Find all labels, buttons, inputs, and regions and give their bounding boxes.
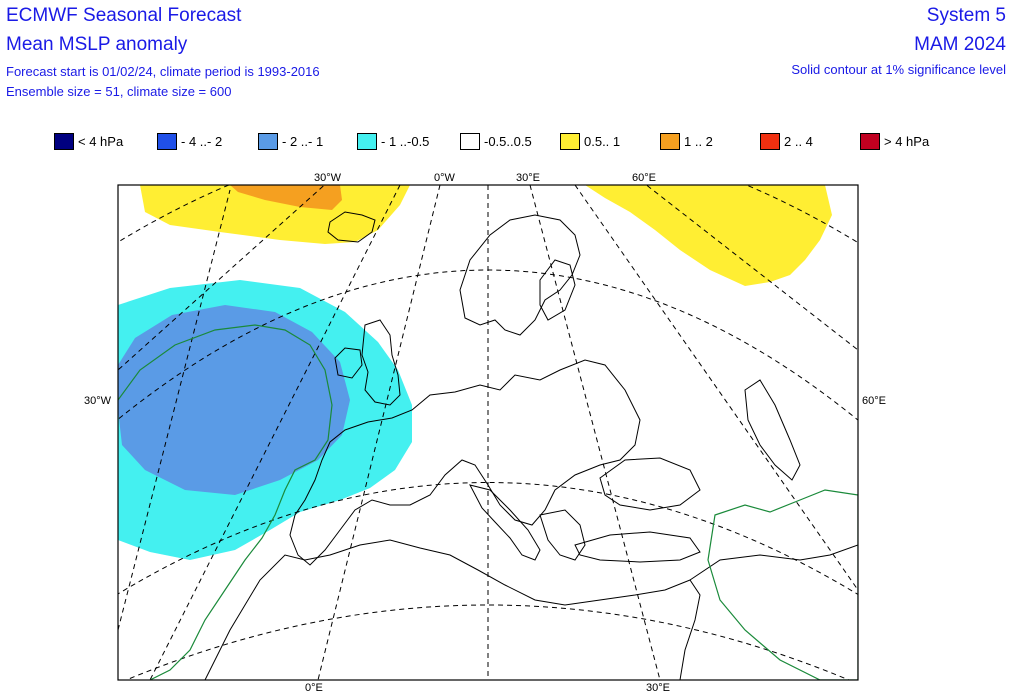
significance-note: Solid contour at 1% significance level	[791, 62, 1006, 77]
top-axis-label-60e: 60°E	[632, 172, 656, 184]
top-axis-label-30e: 30°E	[516, 172, 540, 184]
legend-item-minus4-minus2: - 4 ..- 2	[157, 131, 222, 151]
turkey-outline	[574, 531, 701, 563]
legend-label: - 4 ..- 2	[181, 133, 223, 149]
iceland-outline	[327, 211, 376, 243]
map-subtitle: Mean MSLP anomaly	[6, 34, 188, 55]
map-panel: 30°W 0°W 30°E 60°E 30°W 60°E 0°E 30°E	[0, 160, 1014, 692]
right-axis-label-60e: 60°E	[862, 395, 886, 407]
arabia-outline	[689, 544, 858, 581]
bottom-axis-label-0e: 0°E	[305, 682, 323, 692]
legend-swatch	[560, 132, 580, 150]
black-sea-outline	[599, 457, 701, 511]
legend-swatch	[54, 132, 74, 150]
finland-outline	[539, 259, 576, 321]
legend-swatch	[157, 132, 177, 150]
legend-item-lt-minus4: < 4 hPa	[54, 131, 123, 151]
ireland-outline	[334, 347, 363, 379]
legend-label: 1 .. 2	[684, 133, 713, 149]
top-axis-label-0w: 0°W	[434, 172, 456, 184]
legend-item-1-2: 1 .. 2	[660, 131, 713, 151]
legend-swatch	[460, 132, 480, 150]
legend-swatch	[760, 132, 780, 150]
anomaly-orange-north-atlantic	[230, 185, 342, 210]
britain-outline	[361, 319, 401, 406]
color-legend: < 4 hPa - 4 ..- 2 - 2 ..- 1 - 1 ..-0.5 -…	[54, 131, 974, 153]
significance-contours	[118, 324, 858, 680]
legend-label: > 4 hPa	[884, 133, 930, 149]
season-label: MAM 2024	[914, 34, 1006, 55]
left-axis-label-30w: 30°W	[84, 395, 112, 407]
legend-label: < 4 hPa	[78, 133, 124, 149]
legend-label: - 2 ..- 1	[282, 133, 324, 149]
legend-label: - 1 ..-0.5	[381, 133, 430, 149]
legend-swatch	[860, 132, 880, 150]
significance-contour-middle-east	[707, 489, 858, 680]
significance-contour-atlantic	[118, 324, 333, 680]
continental-europe-outline	[289, 359, 641, 566]
legend-item-minus1-minus05: - 1 ..-0.5	[357, 131, 429, 151]
legend-label: -0.5..0.5	[484, 133, 532, 149]
legend-item-gt-4: > 4 hPa	[860, 131, 929, 151]
anomaly-yellow-north-atlantic	[140, 185, 410, 244]
longitude-lines	[118, 185, 858, 680]
legend-item-05-1: 0.5.. 1	[560, 131, 620, 151]
scandinavia-outline	[459, 214, 581, 336]
ensemble-size-text: Ensemble size = 51, climate size = 600	[6, 84, 232, 99]
map-svg: 30°W 0°W 30°E 60°E 30°W 60°E 0°E 30°E	[84, 172, 886, 692]
legend-swatch	[357, 132, 377, 150]
map-title: ECMWF Seasonal Forecast	[6, 5, 242, 26]
legend-item-neutral: -0.5..0.5	[460, 131, 532, 151]
bottom-axis-label-30e: 30°E	[646, 682, 670, 692]
legend-label: 0.5.. 1	[584, 133, 621, 149]
coastlines	[204, 211, 858, 680]
legend-swatch	[660, 132, 680, 150]
system-label: System 5	[926, 5, 1006, 26]
map-frame	[117, 184, 859, 681]
top-axis-label-30w: 30°W	[314, 172, 342, 184]
italy-outline	[469, 484, 541, 561]
forecast-start-text: Forecast start is 01/02/24, climate peri…	[6, 64, 320, 79]
balkans-greece-outline	[539, 509, 586, 561]
anomaly-blue-atlantic	[118, 305, 350, 495]
anomaly-yellow-russia	[585, 185, 832, 286]
legend-item-minus2-minus1: - 2 ..- 1	[258, 131, 323, 151]
legend-swatch	[258, 132, 278, 150]
legend-label: 2 .. 4	[784, 133, 813, 149]
legend-item-2-4: 2 .. 4	[760, 131, 813, 151]
north-africa-outline	[204, 539, 701, 680]
caspian-sea-outline	[744, 379, 801, 481]
